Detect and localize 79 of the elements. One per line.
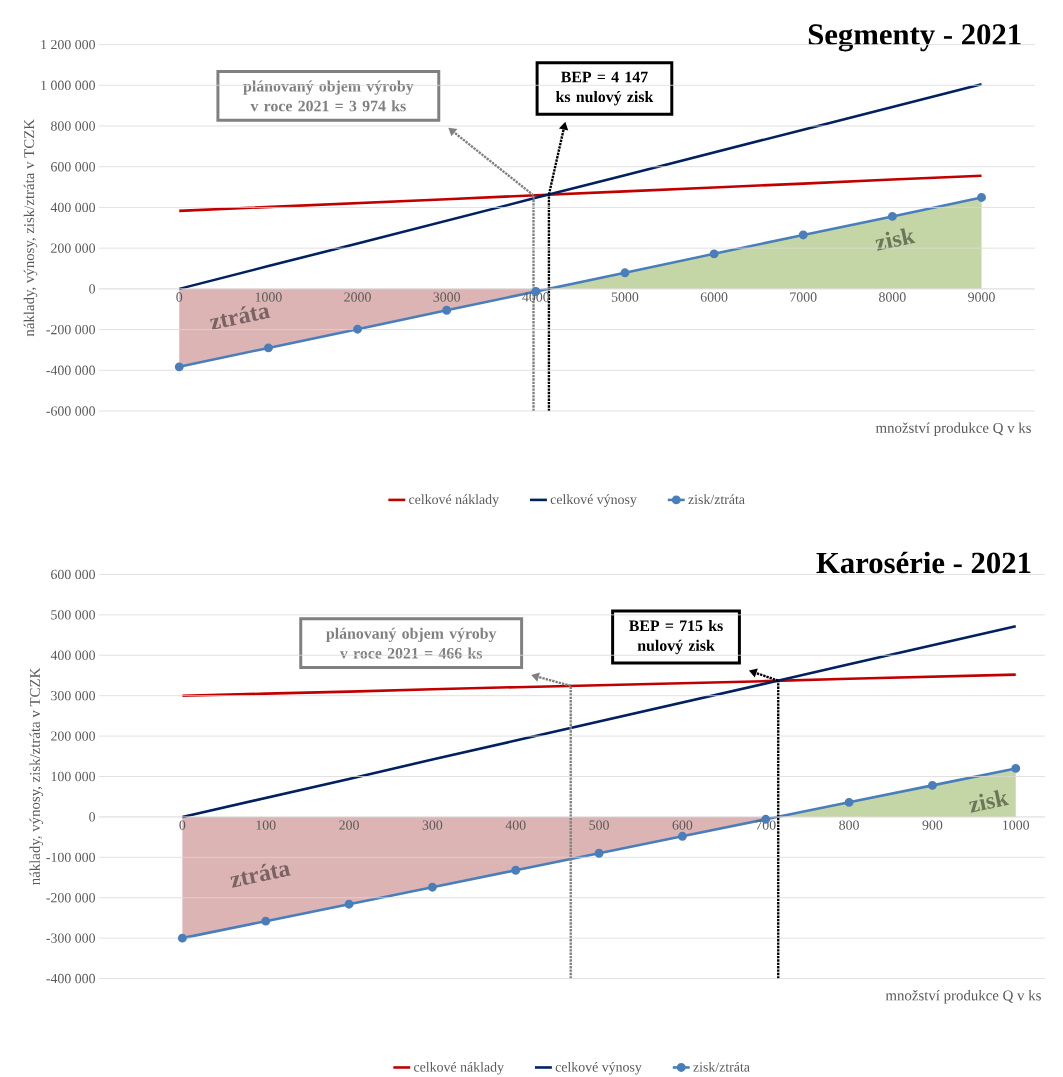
- y-tick-label: 0: [89, 812, 96, 822]
- x-tick-label: 5000: [612, 292, 639, 302]
- y-tick-label: 400 000: [50, 202, 96, 213]
- point: [594, 848, 604, 858]
- y-axis-title: náklady, výnosy, zisk/ztráta v TCZK: [23, 119, 38, 337]
- y-tick-label: 0: [89, 284, 96, 294]
- legend-label: celkové náklady: [414, 1061, 505, 1075]
- x-tick-label: 200: [339, 820, 360, 830]
- point: [798, 230, 808, 240]
- point: [428, 882, 437, 892]
- x-tick-label: 500: [589, 820, 610, 830]
- point: [928, 780, 937, 790]
- x-tick-label: 2000: [344, 292, 372, 302]
- point: [678, 831, 687, 841]
- y-tick-label: 1 200 000: [41, 39, 96, 50]
- annotation: plánovaný objem výroby v roce 2021 = 466 ks: [326, 627, 497, 659]
- point: [1011, 763, 1021, 773]
- y-tick-label: -600 000: [46, 406, 96, 416]
- point: [261, 916, 271, 926]
- x-tick-label: 1000: [255, 292, 282, 302]
- y-tick-label: 600 000: [51, 162, 96, 172]
- point: [264, 343, 273, 353]
- legend-label: zisk/ztráta: [693, 1061, 750, 1072]
- point: [344, 899, 354, 909]
- point: [178, 933, 187, 943]
- point: [709, 249, 719, 259]
- y-tick-label: 100 000: [51, 771, 96, 782]
- y-tick-label: 800 000: [51, 121, 96, 131]
- x-tick-label: 300: [422, 820, 443, 830]
- y-tick-label: 1 000 000: [41, 80, 96, 90]
- legend-label: celkové náklady: [409, 494, 500, 507]
- x-tick-label: 3000: [433, 292, 461, 302]
- y-tick-label: -300 000: [46, 933, 96, 943]
- x-tick-label: 7000: [790, 292, 817, 302]
- point: [511, 865, 521, 875]
- annotation: zisk: [875, 228, 916, 251]
- y-tick-label: -100 000: [46, 852, 96, 862]
- annotation: ztráta: [230, 863, 292, 888]
- chart-title: Karosérie - 2021: [816, 551, 1031, 574]
- y-tick-label: 500 000: [51, 610, 96, 620]
- x-tick-label: 600: [672, 820, 693, 830]
- y-tick-label: -400 000: [46, 365, 96, 375]
- point: [844, 797, 854, 807]
- legend-label: celkové výnosy: [550, 494, 637, 507]
- legend-label: zisk/ztráta: [688, 494, 745, 505]
- x-tick-label: 400: [505, 820, 526, 830]
- y-tick-label: 300 000: [51, 690, 96, 701]
- point: [620, 268, 630, 278]
- x-tick-label: 0: [176, 292, 183, 302]
- point: [977, 193, 987, 202]
- x-axis-title: množství produkce Q v ks: [885, 989, 1042, 1004]
- x-tick-label: 100: [256, 820, 276, 830]
- x-tick-label: 900: [922, 820, 943, 830]
- annotation: plánovaný objem výroby v roce 2021 = 3 974 ks: [243, 80, 414, 112]
- x-tick-label: 8000: [879, 292, 906, 302]
- point: [888, 211, 897, 221]
- x-axis-title: množství produkce Q v ks: [875, 422, 1032, 436]
- point: [174, 362, 184, 372]
- point: [353, 324, 363, 334]
- y-axis-title: náklady, výnosy, zisk/ztráta v TCZK: [29, 667, 44, 885]
- y-tick-label: 200 000: [51, 243, 96, 253]
- annotation: BEP = 4 147 ks nulový zisk: [556, 71, 654, 106]
- y-tick-label: 600 000: [51, 569, 96, 580]
- annotation: ztráta: [210, 305, 271, 330]
- annotation: BEP = 715 ks nulový zisk: [629, 619, 723, 655]
- y-tick-label: -400 000: [46, 973, 96, 984]
- x-tick-label: 6000: [700, 292, 728, 302]
- x-tick-label: 1000: [1003, 820, 1030, 830]
- x-tick-label: 0: [179, 820, 186, 830]
- y-tick-label: 200 000: [51, 731, 96, 741]
- annotation: zisk: [969, 790, 1010, 813]
- y-tick-label: -200 000: [46, 324, 96, 335]
- y-tick-label: -200 000: [46, 893, 96, 903]
- y-tick-label: 400 000: [50, 650, 96, 660]
- x-tick-label: 800: [839, 820, 860, 830]
- legend-label: celkové výnosy: [555, 1061, 642, 1075]
- x-tick-label: 9000: [968, 292, 995, 302]
- point: [442, 305, 452, 315]
- chart-title: Segmenty - 2021: [809, 24, 1021, 52]
